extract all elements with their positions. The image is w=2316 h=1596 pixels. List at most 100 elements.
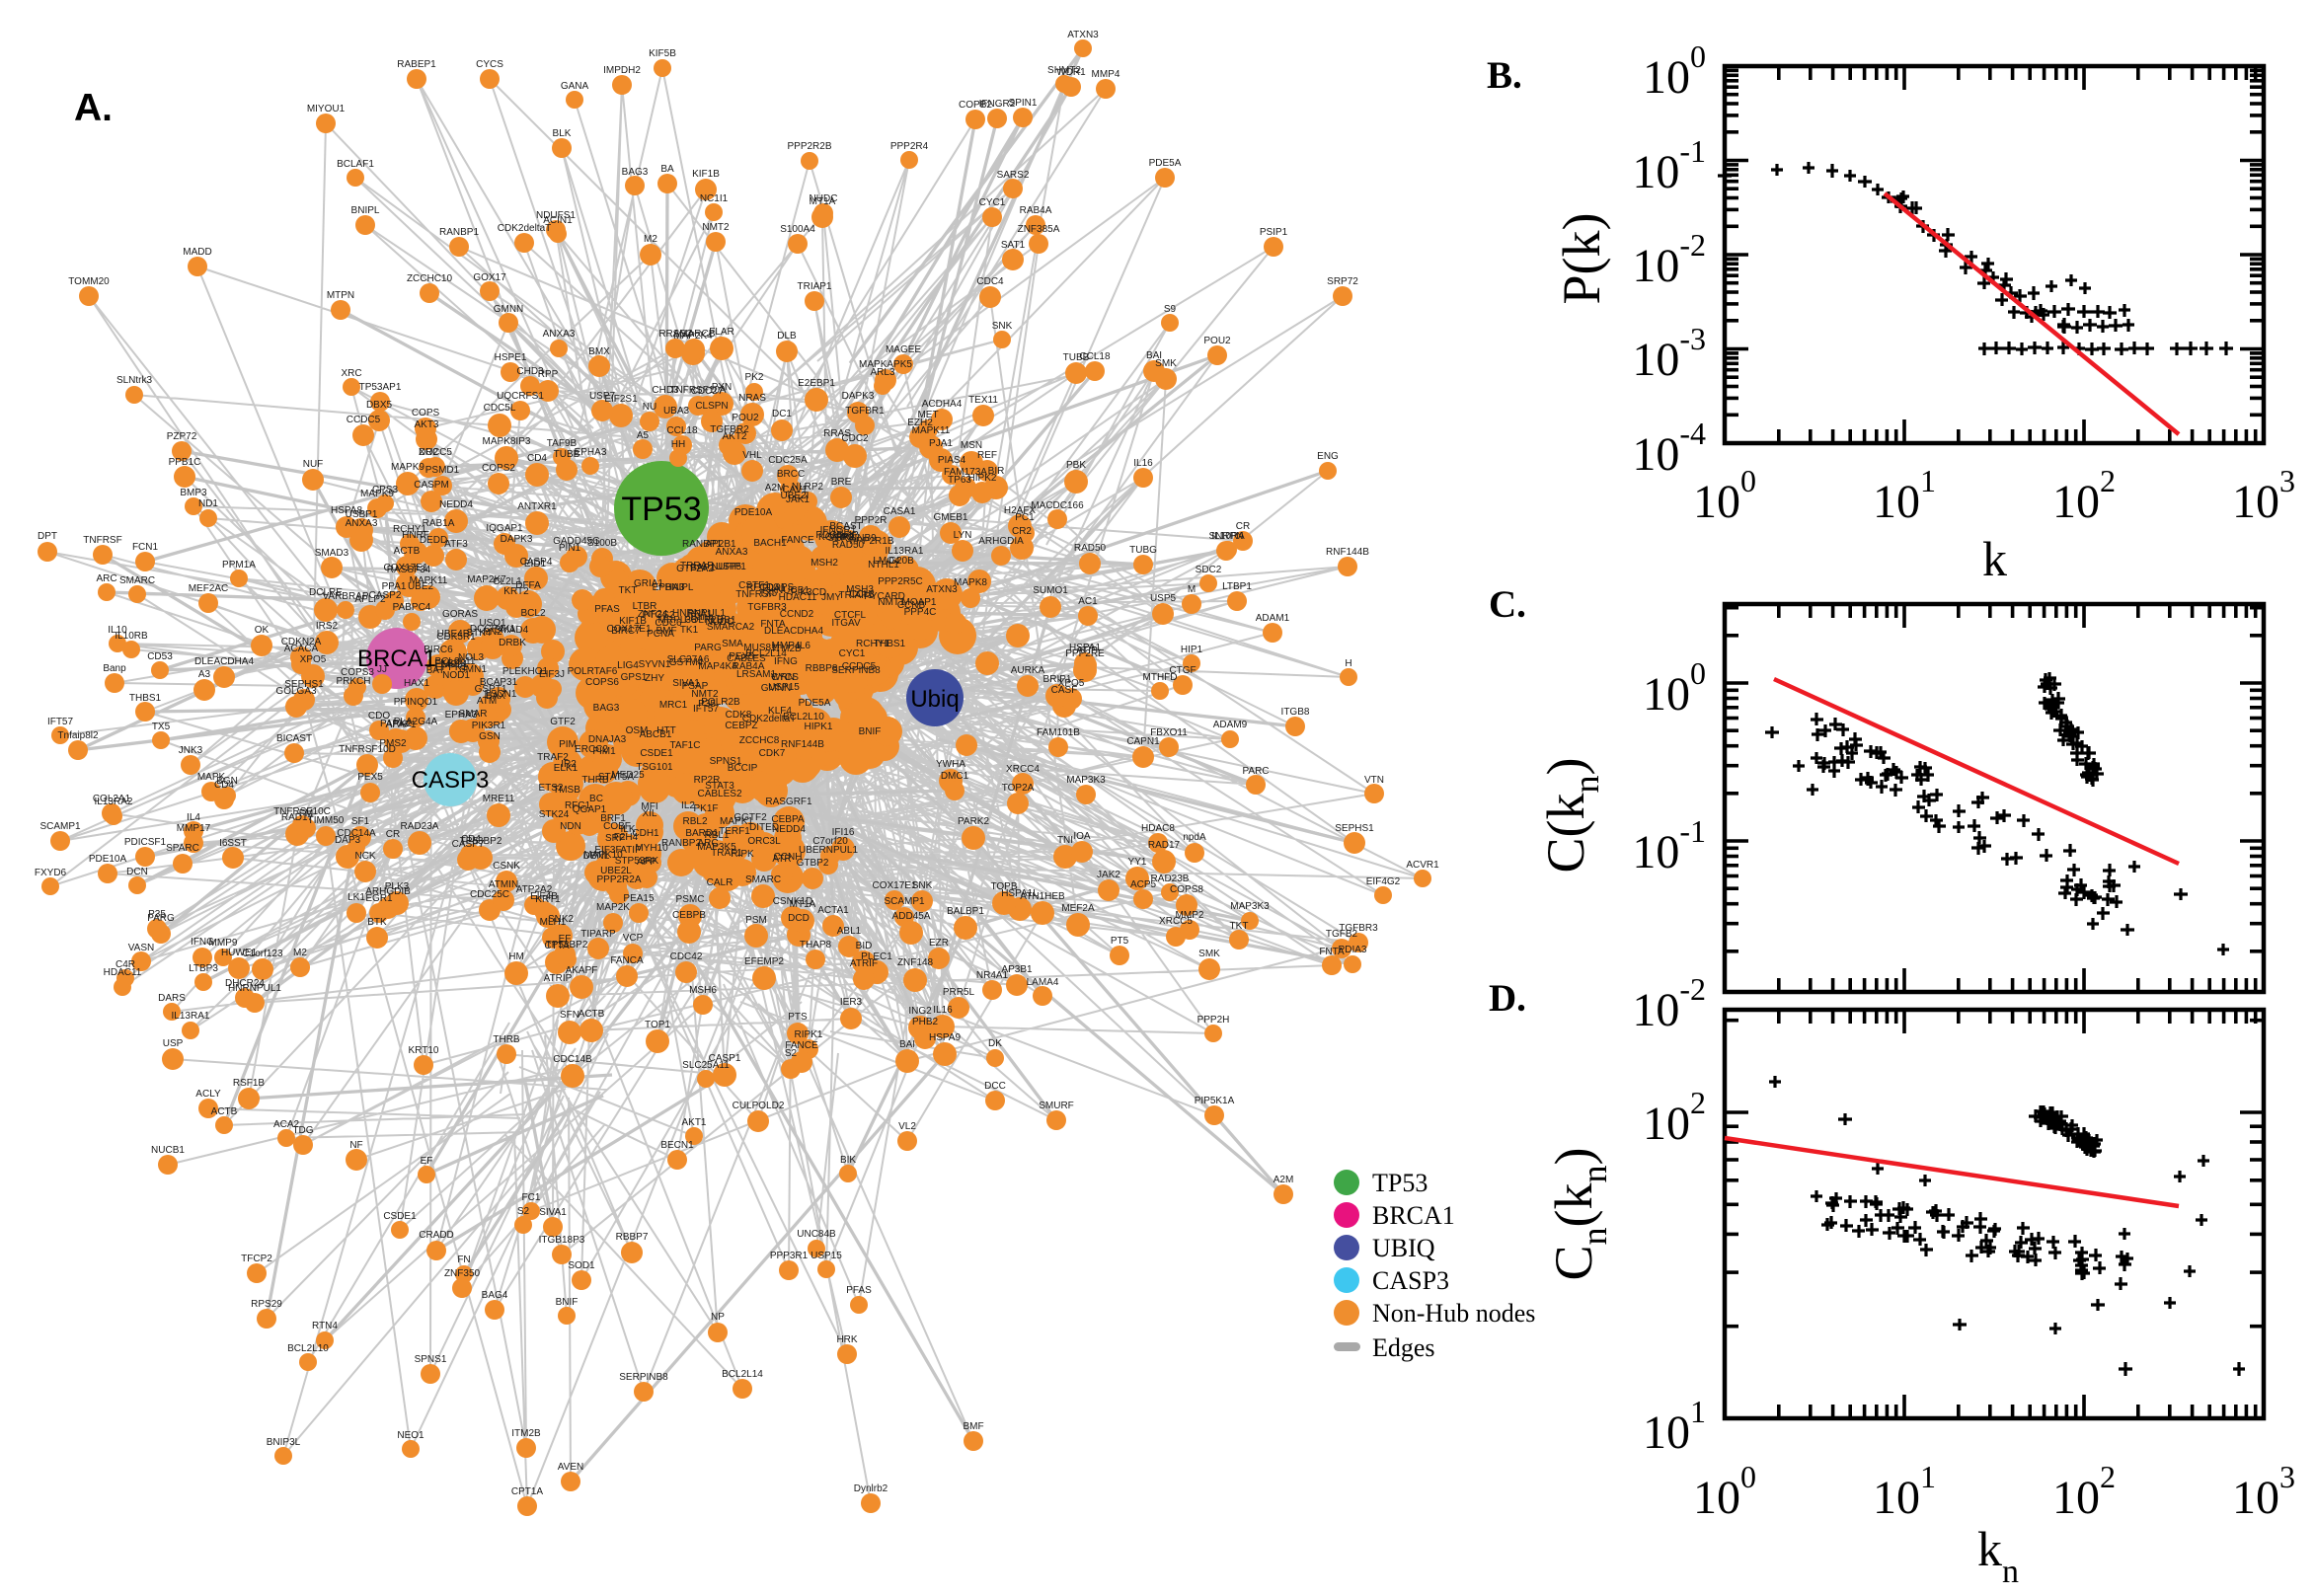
- svg-text:ARC: ARC: [96, 573, 116, 584]
- svg-text:GRIA1: GRIA1: [634, 578, 663, 589]
- svg-text:SIVA1: SIVA1: [672, 678, 700, 689]
- svg-text:IFNGR2: IFNGR2: [979, 99, 1016, 110]
- svg-text:S2: S2: [517, 1206, 530, 1217]
- svg-text:BNIP3L: BNIP3L: [267, 1437, 301, 1448]
- svg-text:MTPN: MTPN: [327, 290, 354, 301]
- svg-text:PPB1C: PPB1C: [169, 457, 201, 468]
- svg-text:APP: APP: [637, 857, 656, 868]
- svg-text:COPS8: COPS8: [1170, 884, 1203, 895]
- svg-text:XRCC4: XRCC4: [1006, 764, 1040, 775]
- svg-text:NF: NF: [349, 1140, 362, 1151]
- svg-text:IFT57: IFT57: [693, 704, 720, 715]
- svg-text:XIL: XIL: [642, 808, 656, 819]
- svg-text:SEPHS1: SEPHS1: [284, 679, 324, 690]
- svg-text:BCAST: BCAST: [829, 521, 862, 532]
- svg-text:RBL2: RBL2: [682, 816, 707, 827]
- svg-text:CDC27: CDC27: [691, 386, 724, 397]
- svg-text:SRP72: SRP72: [1327, 276, 1358, 287]
- svg-text:ACTA1: ACTA1: [817, 905, 849, 916]
- svg-text:CASP4: CASP4: [520, 557, 553, 568]
- svg-text:GGTF2: GGTF2: [733, 812, 767, 823]
- svg-text:CDKN2A: CDKN2A: [281, 637, 322, 647]
- svg-text:Tnfaip8l2: Tnfaip8l2: [57, 730, 99, 741]
- svg-text:PDIA3: PDIA3: [1339, 945, 1367, 955]
- svg-text:MAP3K5: MAP3K5: [697, 842, 736, 853]
- svg-text:CDK8: CDK8: [726, 710, 752, 721]
- svg-text:CASPM: CASPM: [414, 480, 449, 491]
- svg-text:SMAD4: SMAD4: [495, 625, 529, 636]
- svg-text:DBNL: DBNL: [583, 851, 610, 862]
- svg-text:FAM173A: FAM173A: [944, 467, 987, 478]
- svg-text:Ubiq: Ubiq: [910, 686, 959, 713]
- svg-text:IFNGR1: IFNGR1: [820, 525, 857, 536]
- svg-text:ITM2B: ITM2B: [511, 1428, 541, 1439]
- svg-text:SMARC: SMARC: [119, 575, 155, 586]
- svg-text:PZP72: PZP72: [167, 431, 197, 442]
- svg-text:CPS3: CPS3: [372, 485, 399, 495]
- svg-text:RAD50: RAD50: [1074, 543, 1107, 554]
- svg-text:GSN: GSN: [479, 731, 501, 742]
- svg-text:MAPK11: MAPK11: [410, 575, 448, 586]
- svg-text:CASP7: CASP7: [452, 839, 485, 850]
- svg-text:BLK: BLK: [553, 128, 572, 139]
- svg-text:VARBRAP: VARBRAP: [322, 591, 368, 602]
- svg-text:TNFRSF: TNFRSF: [735, 589, 774, 600]
- svg-text:COX17E1: COX17E1: [872, 880, 916, 891]
- svg-text:PIM1: PIM1: [592, 746, 616, 757]
- svg-text:D.: D.: [1489, 977, 1526, 1020]
- svg-text:MYH10: MYH10: [635, 843, 668, 854]
- svg-text:M2: M2: [644, 234, 657, 245]
- svg-text:BAG3: BAG3: [622, 167, 649, 178]
- svg-text:CSDE1: CSDE1: [640, 748, 673, 759]
- svg-text:CDK2deltaT: CDK2deltaT: [498, 223, 551, 234]
- svg-text:PBK: PBK: [1066, 460, 1086, 471]
- svg-text:RNF144B: RNF144B: [1326, 547, 1369, 558]
- svg-text:PARC: PARC: [1242, 766, 1269, 777]
- svg-text:ATN1HEB: ATN1HEB: [1020, 891, 1065, 902]
- svg-text:BAP1: BAP1: [690, 563, 716, 573]
- svg-text:BCL2L10: BCL2L10: [287, 1343, 329, 1354]
- svg-text:PPM1A: PPM1A: [222, 560, 256, 570]
- svg-text:RBBP8: RBBP8: [806, 663, 838, 674]
- svg-text:SPNS1: SPNS1: [710, 756, 742, 767]
- svg-text:EPPK1: EPPK1: [435, 662, 468, 673]
- svg-text:PEA15: PEA15: [623, 893, 655, 904]
- svg-text:VRK1: VRK1: [829, 532, 856, 543]
- svg-text:ANTXR1: ANTXR1: [517, 501, 557, 512]
- svg-text:THRB: THRB: [493, 1034, 520, 1045]
- svg-text:GOLGA3: GOLGA3: [275, 686, 317, 697]
- svg-text:CD4: CD4: [461, 834, 481, 845]
- svg-text:RBL1: RBL1: [704, 830, 729, 841]
- svg-text:TNFRSF: TNFRSF: [83, 535, 121, 546]
- svg-text:BID: BID: [856, 941, 873, 951]
- svg-text:HNRF: HNRF: [402, 530, 429, 541]
- svg-text:ARHGDIA: ARHGDIA: [978, 536, 1024, 547]
- svg-text:AKT1: AKT1: [681, 1117, 706, 1128]
- svg-text:JNK3: JNK3: [179, 745, 203, 756]
- svg-text:PTS: PTS: [788, 1012, 808, 1023]
- svg-text:MAGEE: MAGEE: [886, 344, 921, 355]
- svg-text:BRF1: BRF1: [600, 813, 626, 824]
- svg-text:CAPN1: CAPN1: [1126, 736, 1160, 747]
- svg-text:ANXA3: ANXA3: [346, 518, 378, 529]
- svg-text:BCL2L10: BCL2L10: [783, 712, 824, 722]
- svg-text:PLEC1: PLEC1: [861, 951, 892, 962]
- svg-text:RPS29: RPS29: [251, 1299, 282, 1310]
- svg-text:IL10: IL10: [108, 625, 127, 636]
- svg-text:TGFBR3: TGFBR3: [1339, 923, 1378, 934]
- svg-text:DMC1: DMC1: [941, 771, 969, 782]
- svg-text:EGR1: EGR1: [365, 893, 393, 904]
- svg-text:ITM2B: ITM2B: [772, 644, 802, 654]
- svg-text:AC1: AC1: [1078, 596, 1098, 607]
- svg-text:SYVN1: SYVN1: [639, 659, 671, 670]
- svg-text:BRCA1: BRCA1: [1372, 1201, 1455, 1230]
- svg-text:VCP: VCP: [623, 933, 644, 944]
- svg-text:FM: FM: [299, 808, 313, 819]
- svg-text:MMP17: MMP17: [177, 823, 211, 834]
- svg-text:MET: MET: [917, 410, 938, 420]
- svg-text:CR: CR: [1236, 521, 1250, 532]
- svg-text:XPO5: XPO5: [300, 654, 327, 665]
- svg-text:ACACA: ACACA: [284, 644, 319, 654]
- svg-text:ZHY: ZHY: [645, 673, 664, 684]
- svg-text:USO1: USO1: [479, 618, 506, 629]
